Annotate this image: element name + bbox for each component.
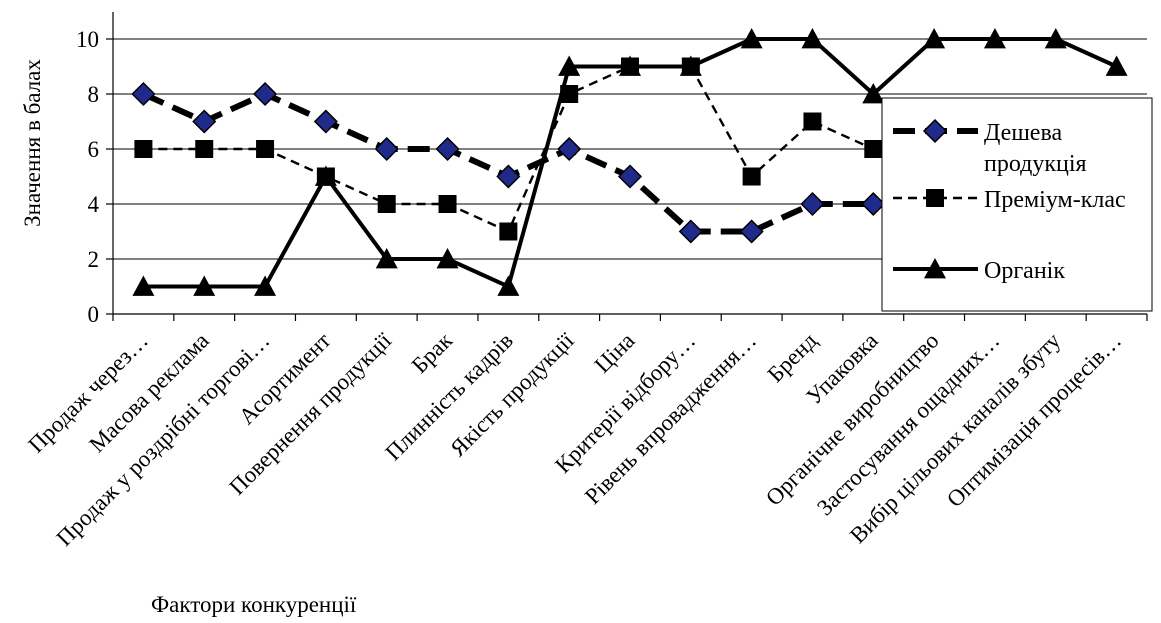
legend-marker-diamond [922,118,948,144]
data-point-square [803,112,822,131]
data-point-diamond [496,164,521,189]
y-ticks: 0 2 4 6 8 10 [76,27,113,327]
data-point-triangle [132,275,155,296]
axes [112,12,1147,315]
y-tick-label: 6 [88,137,100,162]
data-point-triangle [619,55,641,76]
data-point-triangle [497,275,520,296]
data-point-diamond [861,191,886,217]
data-point-triangle [862,83,885,104]
data-point-diamond [617,164,643,189]
series-line [142,91,874,235]
data-point-triangle [983,28,1006,49]
data-point-square [864,140,883,158]
data-point-triangle [375,248,398,269]
y-tick-label: 8 [88,82,100,107]
data-point-diamond [557,136,582,162]
data-point-diamond [374,136,399,162]
data-point-triangle [1044,28,1067,49]
data-point-square [134,140,153,158]
data-point-square [742,167,761,186]
data-point-triangle [436,248,459,269]
legend-label: продукція [984,151,1087,177]
data-point-square [499,222,518,241]
data-point-diamond [678,219,703,244]
data-point-diamond [435,136,460,162]
x-tick-label: Бренд [763,328,823,388]
data-point-triangle [1105,55,1128,76]
data-point-square [195,140,214,158]
series-markers [131,28,1128,296]
data-point-diamond [313,109,338,134]
legend-label: Органік [984,258,1065,284]
y-tick-label: 10 [76,27,99,52]
legend-marker-square [926,189,944,207]
legend-label: Преміум-клас [984,187,1126,213]
y-tick-label: 0 [88,302,100,327]
data-point-diamond [131,81,156,107]
data-point-triangle [679,55,702,76]
x-tick-label: Брак [407,327,458,378]
data-point-triangle [314,165,337,186]
legend-label: Дешева [984,120,1062,146]
data-point-triangle [740,28,763,49]
x-axis-title: Фактори конкуренції [151,592,357,617]
data-point-triangle [558,55,581,76]
data-point-diamond [252,81,278,107]
data-point-diamond [192,109,217,134]
data-point-triangle [923,28,946,49]
x-tick-label: Ціна [590,328,640,378]
data-point-square [256,140,275,158]
data-point-diamond [739,219,764,244]
data-point-square [377,195,396,213]
data-point-triangle [254,275,277,296]
data-point-triangle [193,275,216,296]
data-point-square [438,195,457,213]
y-tick-label: 2 [88,247,100,272]
data-point-diamond [800,191,825,217]
data-point-square [560,85,579,103]
y-axis-title: Значення в балах [20,59,45,227]
legend-marker-triangle [924,258,946,279]
data-point-triangle [801,28,824,49]
y-tick-label: 4 [88,192,100,217]
legend: Дешева продукція Преміум-клас Органік [881,97,1153,312]
